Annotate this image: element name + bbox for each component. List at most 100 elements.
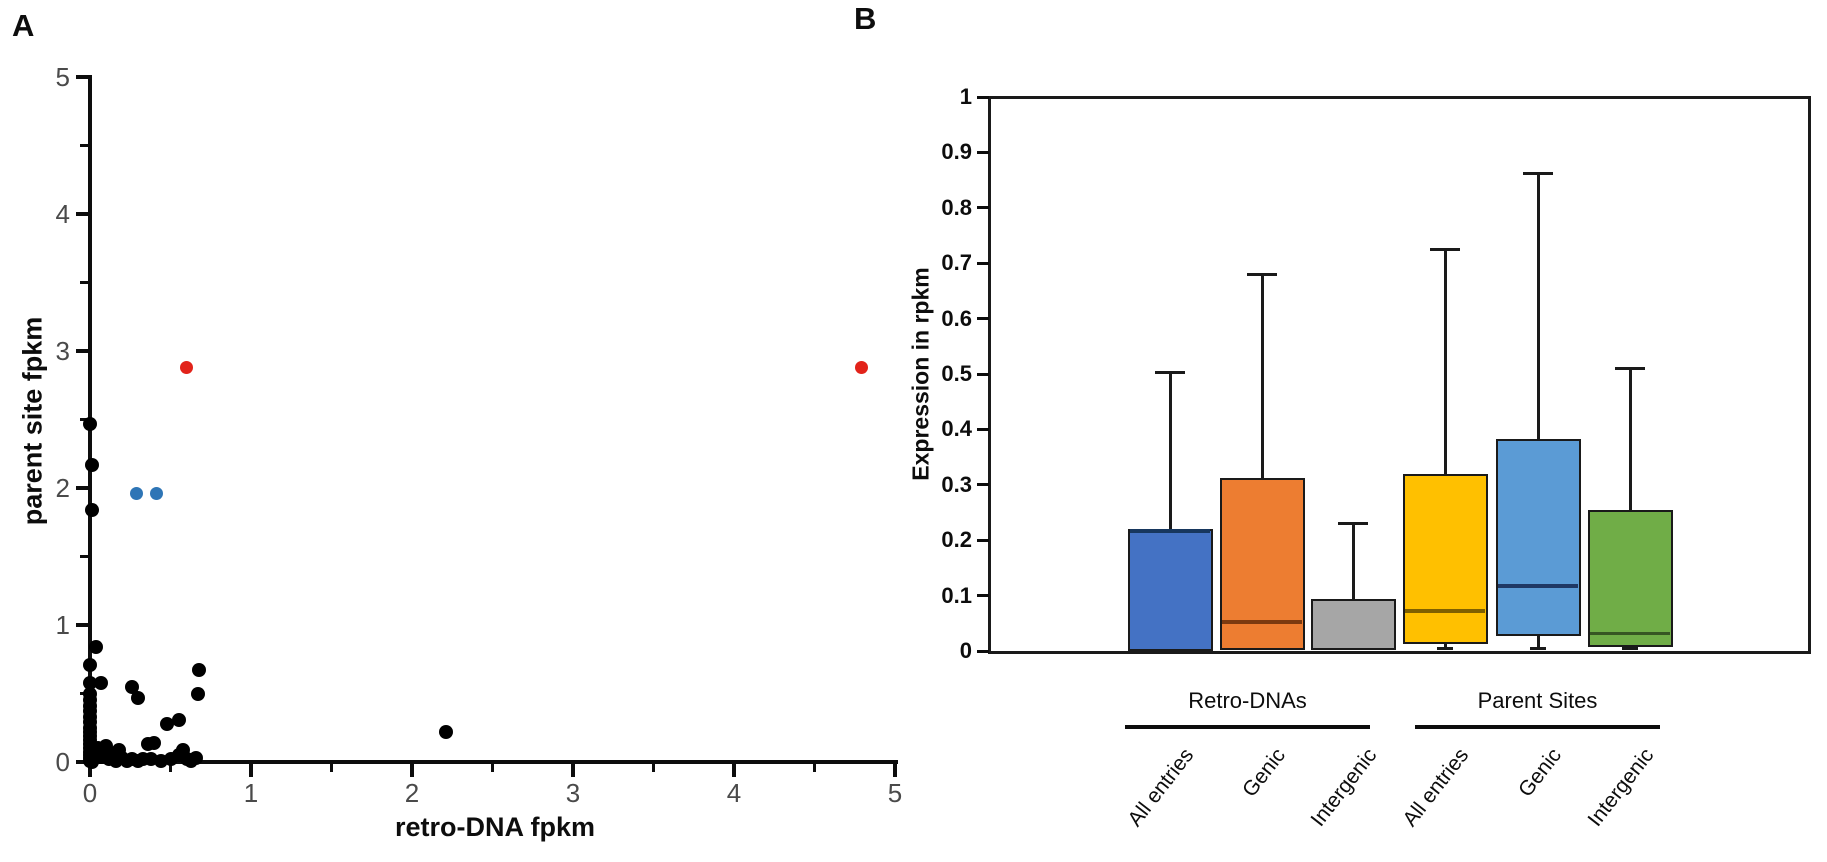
- scatter-point-black: [189, 750, 204, 765]
- scatter-point-black: [438, 724, 453, 739]
- panel-a-y-tick: [76, 486, 89, 490]
- panel-a-y-tick-label: 1: [55, 610, 70, 640]
- median-line: [1590, 631, 1670, 636]
- panel-a-y-minor-tick: [80, 281, 89, 284]
- panel-a-y-tick-label: 4: [55, 199, 70, 229]
- group-label: Parent Sites: [1477, 688, 1598, 713]
- scatter-point-black: [94, 675, 109, 690]
- panel-a-y-tick: [76, 75, 89, 79]
- panel-a-y-tick: [76, 760, 89, 764]
- scatter-point-black: [83, 657, 97, 672]
- scatter-point-black: [131, 690, 146, 705]
- median-line: [1498, 584, 1578, 588]
- whisker-cap: [1437, 647, 1453, 651]
- panel-a-x-minor-tick: [813, 764, 816, 772]
- panel-b-y-tick: [977, 372, 989, 376]
- whisker-line: [1168, 372, 1172, 530]
- panel-a-y-tick-label: 2: [55, 473, 70, 503]
- panel-a-y-tick: [76, 623, 89, 627]
- box-parent-sites-all-entries: [1402, 473, 1488, 644]
- panel-a-label: A: [12, 8, 35, 43]
- panel-a-x-minor-tick: [652, 764, 655, 772]
- panel-b-y-tick-label: 0.7: [941, 250, 972, 276]
- panel-b-y-tick: [977, 649, 989, 653]
- scatter-point-black: [83, 675, 97, 690]
- panel-b-y-tick-label: 0.1: [941, 582, 972, 608]
- panel-b-y-tick-label: 0: [959, 638, 972, 663]
- panel-a-x-tick: [732, 764, 736, 777]
- whisker-cap: [1155, 370, 1185, 374]
- panel-b-y-tick-label: 0.3: [941, 471, 972, 497]
- group-label: Retro-DNAs: [1188, 688, 1307, 713]
- panel-a-x-tick: [893, 764, 897, 777]
- panel-a-y-tick-label: 0: [55, 747, 70, 777]
- panel-b-y-tick-label: 0.5: [941, 361, 972, 386]
- panel-a-x-tick-label: 0: [82, 778, 98, 808]
- panel-a-y-tick: [76, 212, 89, 216]
- scatter-point-black: [84, 457, 99, 472]
- category-label: Genic: [1514, 744, 1567, 802]
- scatter-point-black: [89, 639, 104, 654]
- box-parent-sites-genic: [1495, 439, 1581, 637]
- group-underline: [1415, 725, 1660, 729]
- panel-a-x-tick-label: 5: [887, 778, 903, 808]
- scatter-point-black: [192, 663, 207, 678]
- whisker-cap: [1247, 272, 1277, 276]
- panel-b-y-tick-label: 0.2: [941, 527, 972, 553]
- panel-b-y-tick: [977, 95, 989, 99]
- panel-a-x-minor-tick: [491, 764, 494, 772]
- whisker-line: [1443, 643, 1447, 649]
- panel-b-y-tick: [977, 427, 989, 431]
- whisker-line: [1260, 274, 1264, 479]
- panel-b-plot-box: [988, 96, 1811, 654]
- panel-b-label: B: [854, 1, 877, 36]
- panel-b-y-tick-label: 0.4: [941, 416, 972, 442]
- category-label: Genic: [1238, 744, 1291, 802]
- whisker-line: [1536, 636, 1540, 649]
- scatter-point-black: [83, 416, 97, 431]
- panel-b-y-tick: [977, 317, 989, 321]
- scatter-point-blue: [149, 486, 163, 500]
- whisker-line: [1443, 249, 1447, 474]
- scatter-point-black: [124, 679, 139, 694]
- panel-b-y-tick: [977, 538, 989, 542]
- panel-a-x-axis: [88, 760, 898, 764]
- whisker-line: [1536, 173, 1540, 440]
- whisker-line: [1628, 368, 1632, 510]
- whisker-cap: [1430, 247, 1460, 251]
- panel-a-x-tick: [249, 764, 253, 777]
- median-line: [1222, 620, 1302, 624]
- panel-b-y-tick: [977, 150, 989, 154]
- panel-a-y-tick: [76, 349, 89, 353]
- scatter-point-black: [147, 735, 162, 750]
- panel-a-x-tick-label: 4: [726, 778, 742, 808]
- panel-a-y-minor-tick: [80, 144, 89, 147]
- whisker-cap: [1615, 366, 1645, 370]
- panel-b-y-tick: [977, 261, 989, 265]
- panel-a-x-tick: [410, 764, 414, 777]
- whisker-cap: [1338, 521, 1368, 525]
- panel-a-x-minor-tick: [330, 764, 333, 772]
- panel-a-y-minor-tick: [80, 555, 89, 558]
- panel-b-y-tick-label: 0.9: [941, 139, 972, 165]
- scatter-point-black: [160, 716, 175, 731]
- category-label: Intergenic: [1583, 744, 1659, 831]
- panel-b-y-tick: [977, 483, 989, 487]
- panel-a-x-minor-tick: [169, 764, 172, 772]
- scatter-point-red: [854, 360, 868, 374]
- scatter-point-blue: [130, 486, 144, 500]
- whisker-cap: [1523, 171, 1553, 175]
- panel-b-y-tick-label: 0.6: [941, 305, 972, 331]
- panel-a-x-tick-label: 2: [404, 778, 420, 808]
- panel-b-y-tick: [977, 594, 989, 598]
- panel-a-x-tick: [88, 764, 92, 777]
- box-retro-dnas-genic: [1219, 478, 1305, 650]
- box-retro-dnas-intergenic: [1310, 598, 1396, 650]
- median-line: [1405, 609, 1485, 613]
- panel-a-x-tick: [571, 764, 575, 777]
- scatter-point-black: [190, 686, 205, 701]
- scatter-point-black: [171, 712, 186, 727]
- box-parent-sites-intergenic: [1587, 509, 1673, 647]
- median-line: [1130, 529, 1210, 533]
- box-retro-dnas-all-entries: [1127, 529, 1213, 651]
